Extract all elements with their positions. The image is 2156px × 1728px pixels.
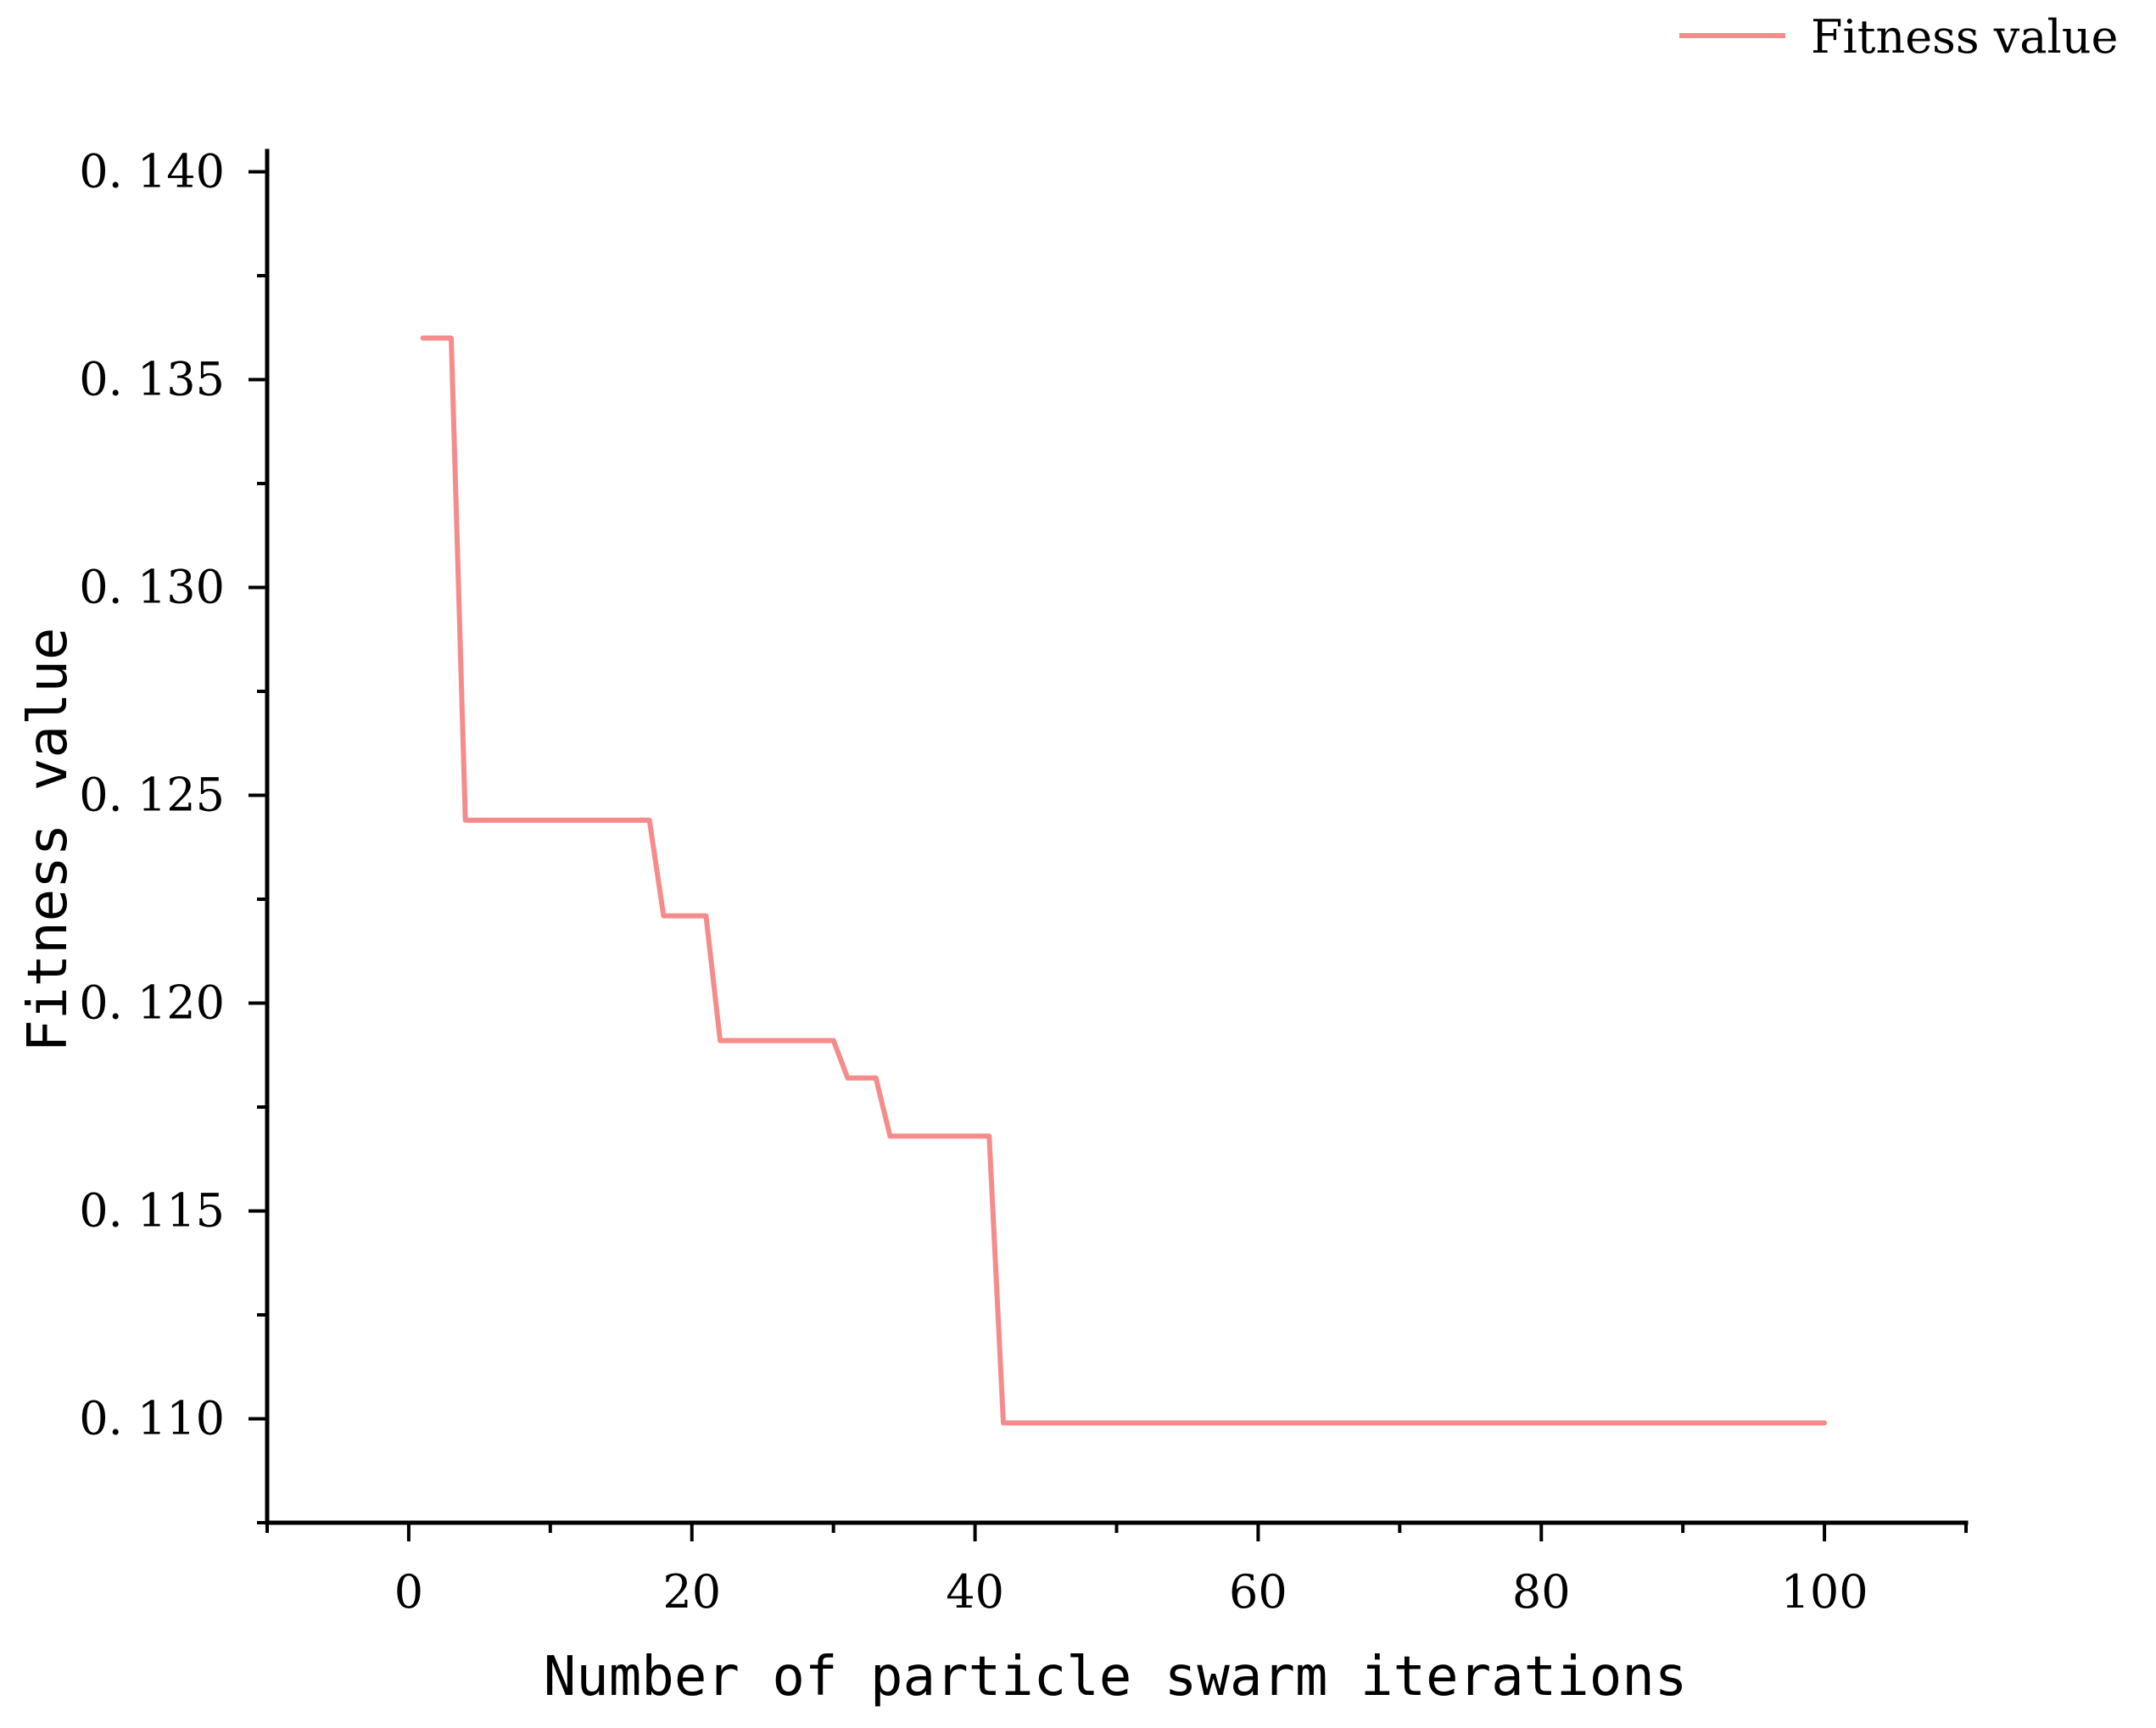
x-tick-label: 40 bbox=[946, 1565, 1004, 1619]
x-tick-label: 20 bbox=[662, 1565, 721, 1619]
x-tick-label: 0 bbox=[394, 1565, 423, 1619]
x-axis-ticks: 0 20 40 60 80 100 bbox=[265, 1523, 1968, 1619]
y-tick-label: 0. 120 bbox=[79, 976, 225, 1030]
y-tick-label: 0. 110 bbox=[79, 1392, 225, 1446]
x-axis-title: Number of particle swarm iterations bbox=[544, 1646, 1688, 1708]
chart-legend: Fitness value bbox=[1679, 10, 2118, 64]
chart-axes bbox=[265, 148, 1969, 1525]
y-tick-label: 0. 135 bbox=[79, 353, 225, 406]
y-tick-label: 0. 115 bbox=[79, 1184, 225, 1238]
y-tick-label: 0. 125 bbox=[79, 769, 225, 822]
x-tick-label: 80 bbox=[1512, 1565, 1571, 1619]
x-tick-label: 100 bbox=[1781, 1565, 1868, 1619]
y-axis-ticks: 0. 110 0. 115 0. 120 0. 125 0. 130 0. 135 0. 1… bbox=[79, 145, 267, 1524]
y-tick-label: 0. 130 bbox=[79, 561, 225, 614]
y-tick-label: 0. 140 bbox=[79, 145, 225, 199]
series-layer bbox=[420, 335, 1828, 1426]
y-axis-title: Fitness value bbox=[17, 628, 80, 1053]
legend-label-fitness-value: Fitness value bbox=[1811, 10, 2118, 64]
series-line-fitness-value bbox=[420, 335, 1828, 1426]
x-tick-label: 60 bbox=[1229, 1565, 1287, 1619]
